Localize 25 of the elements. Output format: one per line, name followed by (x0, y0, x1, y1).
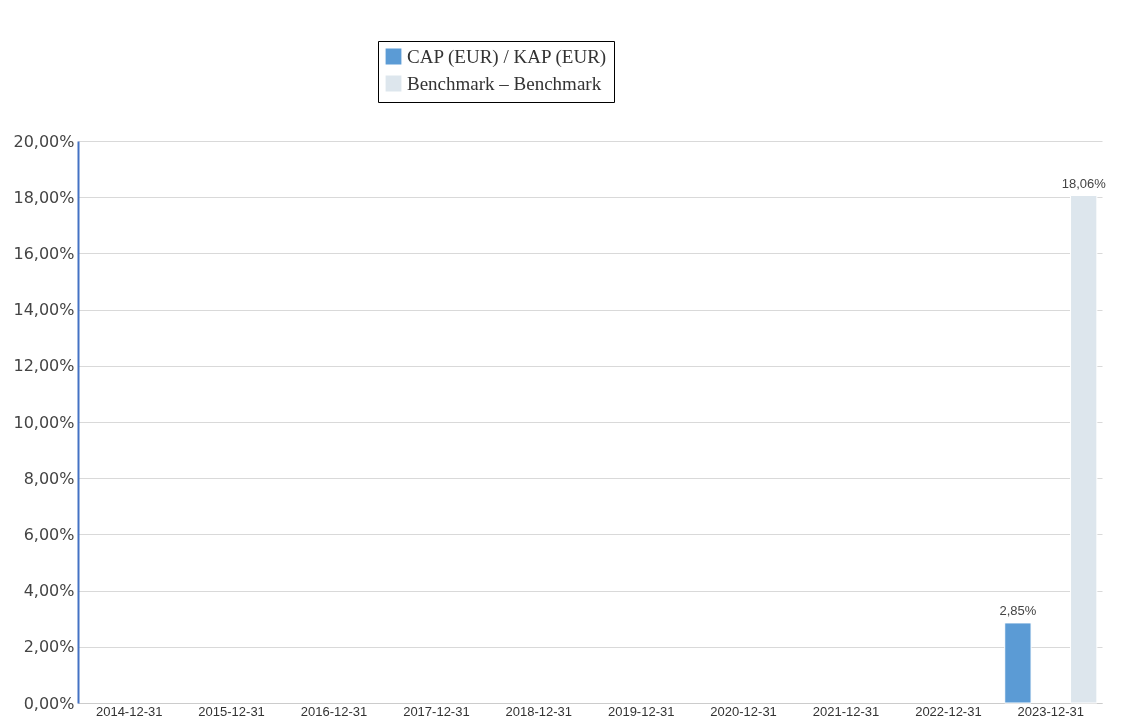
x-tick-label: 2022-12-31 (915, 703, 982, 719)
x-tick-label: 2017-12-31 (403, 703, 470, 719)
legend-label: Benchmark – Benchmark (407, 72, 602, 94)
y-tick-label: 12,00% (13, 356, 75, 376)
x-tick-label: 2020-12-31 (710, 703, 777, 719)
y-tick-label: 0,00% (23, 693, 75, 713)
x-tick-label: 2016-12-31 (300, 703, 368, 719)
x-tick-label: 2021-12-31 (812, 703, 880, 719)
y-tick-label: 8,00% (23, 468, 75, 488)
x-tick-label: 2014-12-31 (95, 703, 163, 719)
y-tick-label: 10,00% (13, 412, 75, 432)
legend-label: CAP (EUR) / KAP (EUR) (407, 45, 607, 68)
x-tick-label: 2023-12-31 (1017, 703, 1085, 719)
y-tick-label: 18,00% (13, 187, 75, 207)
x-tick-label: 2018-12-31 (505, 703, 573, 719)
x-tick-label: 2015-12-31 (198, 703, 265, 719)
y-tick-label: 6,00% (23, 524, 75, 544)
y-tick-label: 2,00% (23, 637, 75, 657)
y-tick-label: 14,00% (13, 300, 75, 320)
y-tick-label: 20,00% (13, 131, 75, 151)
data-label: 18,06% (1061, 175, 1107, 191)
y-tick-label: 4,00% (23, 581, 75, 601)
data-label: 2,85% (999, 602, 1037, 618)
y-tick-label: 16,00% (13, 243, 75, 263)
x-tick-label: 2019-12-31 (607, 703, 675, 719)
